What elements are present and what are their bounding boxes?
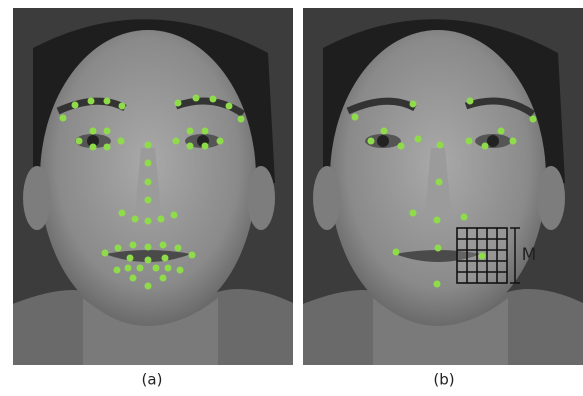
landmark	[127, 255, 134, 262]
landmark	[72, 102, 79, 109]
landmark	[530, 116, 537, 123]
panel-label: (b)	[433, 371, 454, 389]
landmark	[393, 249, 400, 256]
landmark	[434, 281, 441, 288]
panel-label: (a)	[142, 371, 163, 389]
landmark	[145, 179, 152, 186]
landmark	[368, 138, 375, 145]
landmark	[165, 265, 172, 272]
landmark	[102, 250, 109, 257]
landmark	[158, 216, 165, 223]
landmark	[160, 275, 167, 282]
landmark	[177, 267, 184, 274]
landmark	[145, 257, 152, 264]
landmark	[114, 267, 121, 274]
landmark	[118, 138, 125, 145]
photo-a	[3, 8, 303, 365]
landmark	[130, 242, 137, 249]
landmark	[467, 98, 474, 105]
landmark	[145, 244, 152, 251]
landmark	[435, 245, 442, 252]
landmark	[217, 138, 224, 145]
landmark	[410, 210, 417, 217]
landmark	[202, 143, 209, 150]
landmark	[466, 138, 473, 145]
landmark	[479, 253, 486, 260]
landmark	[90, 128, 97, 135]
landmark	[104, 98, 111, 105]
landmark	[238, 116, 245, 123]
figure: M (a) (b)	[0, 0, 583, 392]
landmark	[482, 143, 489, 150]
landmark	[104, 144, 111, 151]
landmark	[145, 283, 152, 290]
landmark	[437, 142, 444, 149]
landmark	[60, 115, 67, 122]
photo-b	[293, 8, 583, 365]
landmark	[436, 179, 443, 186]
landmark	[193, 95, 200, 102]
landmark	[461, 214, 468, 221]
landmark	[115, 245, 122, 252]
landmark	[173, 138, 180, 145]
landmark	[410, 101, 417, 108]
landmark	[510, 138, 517, 145]
landmark	[119, 103, 126, 110]
landmark	[210, 96, 217, 103]
landmark	[434, 217, 441, 224]
landmark	[130, 275, 137, 282]
landmark	[119, 210, 126, 217]
landmark	[160, 242, 167, 249]
landmark	[104, 128, 111, 135]
landmark	[145, 142, 152, 149]
landmark	[498, 128, 505, 135]
landmark	[175, 245, 182, 252]
landmark	[415, 136, 422, 143]
landmark	[125, 265, 132, 272]
landmark	[137, 265, 144, 272]
landmark	[132, 216, 139, 223]
landmark	[187, 143, 194, 150]
landmark	[145, 218, 152, 225]
landmark	[88, 98, 95, 105]
landmark	[145, 160, 152, 167]
landmark	[90, 144, 97, 151]
landmark	[398, 143, 405, 150]
landmark	[162, 255, 169, 262]
landmark	[352, 114, 359, 121]
landmark	[187, 128, 194, 135]
landmark	[145, 197, 152, 204]
landmark	[226, 103, 233, 110]
landmark	[153, 265, 160, 272]
landmark	[381, 128, 388, 135]
landmark	[189, 252, 196, 259]
landmark	[175, 100, 182, 107]
figure-canvas: M (a) (b)	[0, 0, 583, 392]
landmark	[171, 212, 178, 219]
landmark	[76, 138, 83, 145]
landmark	[202, 128, 209, 135]
grid-label: M	[522, 245, 537, 265]
